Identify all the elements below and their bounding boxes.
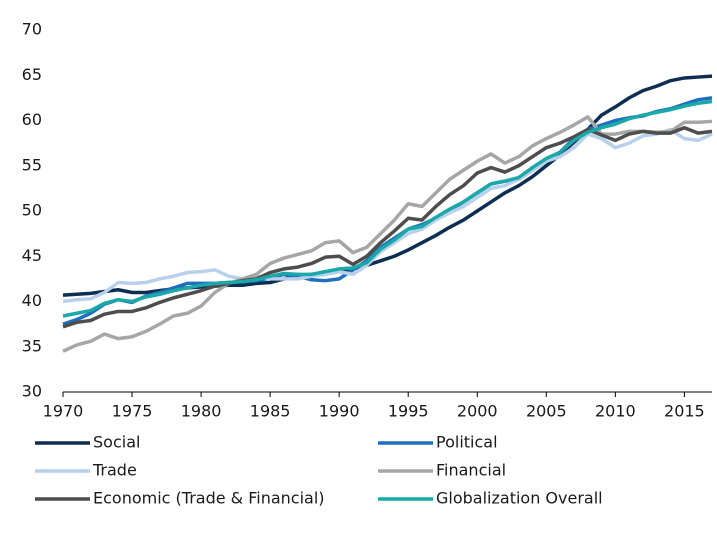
x-tick-label: 1970	[43, 402, 84, 421]
legend-label: Financial	[436, 461, 506, 480]
y-tick-label: 70	[22, 20, 42, 39]
series-line	[62, 127, 713, 304]
y-tick-label: 60	[22, 110, 42, 129]
y-tick-label: 50	[22, 201, 42, 220]
x-tick-label: 1985	[250, 402, 291, 421]
x-tick-label: 1995	[388, 402, 429, 421]
legend-label: Globalization Overall	[436, 489, 603, 508]
y-tick-label: 35	[22, 336, 42, 355]
legend-label: Trade	[92, 461, 137, 480]
x-tick-label: 2005	[526, 402, 567, 421]
x-tick-label: 1980	[181, 402, 222, 421]
legend-label: Economic (Trade & Financial)	[93, 489, 325, 508]
y-tick-label: 40	[22, 291, 42, 310]
x-tick-label: 2010	[595, 402, 636, 421]
legend-label: Social	[93, 433, 140, 452]
x-tick-label: 1990	[319, 402, 360, 421]
series-line	[62, 74, 713, 297]
y-tick-label: 30	[22, 382, 42, 401]
y-tick-label: 45	[22, 246, 42, 265]
series-line	[62, 115, 713, 353]
y-tick-label: 55	[22, 155, 42, 174]
x-tick-label: 2000	[457, 402, 498, 421]
series-line	[62, 125, 713, 329]
x-tick-label: 1975	[112, 402, 153, 421]
y-tick-label: 65	[22, 65, 42, 84]
series-line	[62, 99, 713, 318]
x-tick-label: 2015	[664, 402, 705, 421]
legend-label: Political	[436, 433, 498, 452]
